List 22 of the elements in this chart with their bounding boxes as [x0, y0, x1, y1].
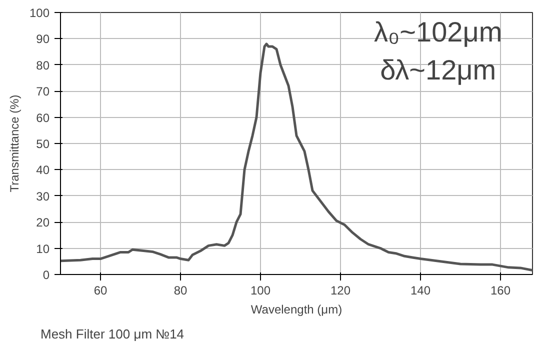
y-axis-title: Transmittance (%) — [7, 94, 22, 192]
x-tick-label: 140 — [410, 284, 431, 298]
x-axis-title: Wavelength (μm) — [250, 302, 342, 316]
annotation: λ₀~102μm — [374, 16, 502, 48]
x-tick-label: 80 — [174, 284, 188, 298]
text: Mesh Filter 100 μm №14 — [40, 326, 184, 342]
y-tick-label: 0 — [42, 268, 50, 282]
y-tick-label: 80 — [36, 58, 50, 72]
x-tick-label: 100 — [250, 284, 271, 298]
annotation: δλ~12μm — [380, 54, 496, 86]
y-tick-label: 50 — [36, 137, 50, 151]
y-tick-label: 30 — [36, 189, 50, 204]
x-tick-label: 160 — [490, 284, 511, 298]
y-tick-label: 70 — [36, 84, 50, 99]
y-tick-label: 10 — [36, 242, 50, 256]
y-tick-label: 40 — [36, 163, 50, 178]
x-tick-label: 120 — [330, 284, 351, 298]
y-tick-label: 60 — [36, 110, 50, 125]
x-tick-label: 60 — [94, 284, 108, 298]
y-tick-label: 90 — [36, 32, 50, 46]
y-tick-label: 20 — [36, 216, 50, 230]
y-tick-label: 100 — [29, 6, 50, 20]
